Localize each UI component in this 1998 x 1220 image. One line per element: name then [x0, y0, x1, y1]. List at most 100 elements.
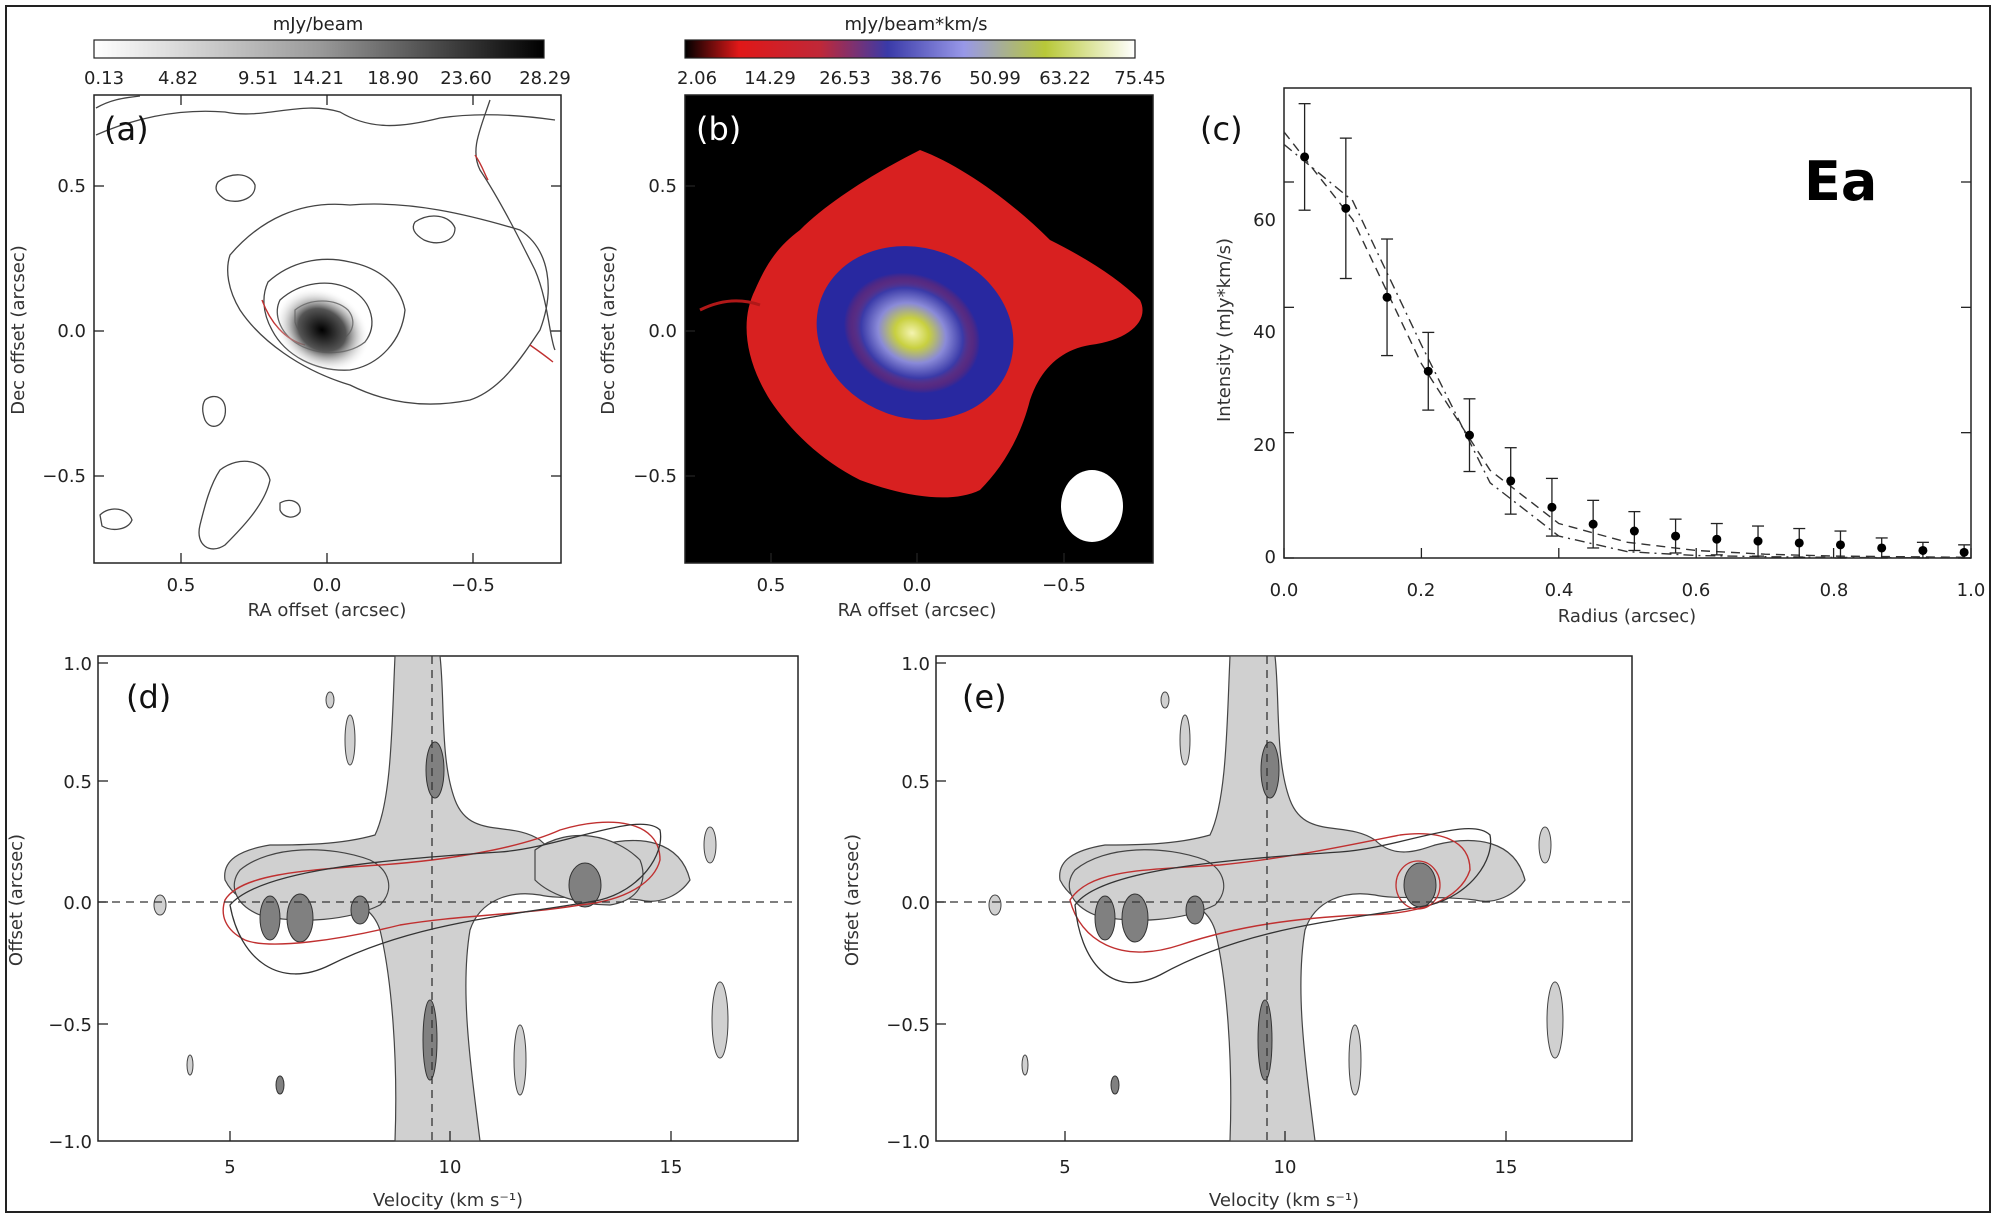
x-tick-c: 0.8 [1820, 580, 1849, 601]
data-point [1959, 547, 1969, 557]
x-tick-e: 5 [1059, 1157, 1070, 1178]
panel-d: (d) 5 10 15 1.0 0.5 0.0 −0.5 −1.0 Veloci… [6, 654, 799, 1211]
y-tick-d: 0.0 [63, 893, 92, 914]
y-tick-d: 1.0 [63, 654, 92, 675]
panel-e: (e) 5 10 15 1.0 0.5 0.0 −0.5 −1.0 Veloci… [842, 654, 1633, 1211]
panel-d-label: (d) [126, 678, 171, 716]
colorbar-a-tick: 0.13 [84, 68, 124, 89]
colorbar-a-tick: 4.82 [158, 68, 198, 89]
y-label-b: Dec offset (arcsec) [598, 245, 619, 415]
colorbar-b-tick: 14.29 [744, 68, 796, 89]
model-curve-dashed [1283, 131, 1972, 559]
core-a [274, 287, 370, 373]
y-tick-e: −0.5 [886, 1015, 930, 1036]
x-tick-a: 0.5 [167, 575, 196, 596]
colorbar-b-tick: 75.45 [1114, 68, 1166, 89]
y-tick-d: −1.0 [48, 1132, 92, 1153]
colorbar-a [93, 39, 545, 59]
data-points-c [1298, 103, 1971, 559]
data-point [1464, 430, 1474, 440]
x-tick-c: 1.0 [1957, 580, 1986, 601]
pv-model-d [222, 821, 662, 975]
y-tick-c: 60 [1253, 210, 1276, 231]
data-point [1588, 519, 1598, 529]
data-point [1671, 531, 1681, 541]
x-tick-c: 0.6 [1682, 580, 1711, 601]
panel-a: mJy/beam 0.13 4.82 9.51 14.21 18.90 23.6… [8, 14, 571, 621]
colorbar-b-tick: 2.06 [677, 68, 717, 89]
data-point [1712, 534, 1722, 544]
panel-e-label: (e) [962, 678, 1007, 716]
x-tick-c: 0.0 [1270, 580, 1299, 601]
data-point [1547, 502, 1557, 512]
x-label-d: Velocity (km s⁻¹) [373, 1190, 523, 1211]
data-point [1423, 366, 1433, 376]
model-curves-c [1283, 131, 1972, 559]
colorbar-b-ticks: 2.06 14.29 26.53 38.76 50.99 63.22 75.45 [677, 68, 1166, 89]
y-tick-e: −1.0 [886, 1132, 930, 1153]
colorbar-a-tick: 14.21 [292, 68, 344, 89]
emission-b-wisp [699, 299, 761, 312]
panel-a-label: (a) [104, 110, 149, 148]
y-tick-c: 0 [1265, 547, 1276, 568]
colorbar-a-tick: 23.60 [440, 68, 492, 89]
data-point [1341, 203, 1351, 213]
x-tick-e: 10 [1274, 1157, 1297, 1178]
axis-ticks-a [94, 95, 561, 563]
axis-ticks-e [936, 662, 1507, 1141]
x-tick-c: 0.4 [1545, 580, 1574, 601]
x-label-b: RA offset (arcsec) [838, 600, 997, 621]
y-label-e: Offset (arcsec) [842, 834, 863, 966]
x-tick-e: 15 [1495, 1157, 1518, 1178]
x-tick-d: 15 [660, 1157, 683, 1178]
data-point [1506, 476, 1516, 486]
colorbar-a-tick: 28.29 [519, 68, 571, 89]
x-tick-a: 0.0 [313, 575, 342, 596]
x-tick-b: 0.5 [757, 575, 786, 596]
y-tick-e: 0.0 [901, 893, 930, 914]
data-point [1753, 536, 1763, 546]
colorbar-a-title: mJy/beam [273, 14, 364, 35]
panel-b: mJy/beam*km/s 2.06 14.29 26.53 38.76 50.… [598, 14, 1166, 621]
colorbar-a-tick: 9.51 [238, 68, 278, 89]
data-point [1877, 543, 1887, 553]
source-name-annotation: Ea [1804, 150, 1877, 213]
y-tick-c: 20 [1253, 435, 1276, 456]
colorbar-b-title: mJy/beam*km/s [844, 14, 987, 35]
x-tick-d: 10 [439, 1157, 462, 1178]
y-tick-a: 0.5 [57, 176, 86, 197]
y-tick-a: 0.0 [57, 321, 86, 342]
y-tick-b: −0.5 [633, 466, 677, 487]
panel-c: (c) Ea 0.0 0.2 0.4 0.6 0.8 1.0 0 20 40 6… [1200, 87, 1986, 627]
y-tick-b: 0.0 [648, 321, 677, 342]
y-tick-a: −0.5 [42, 466, 86, 487]
x-label-c: Radius (arcsec) [1558, 606, 1696, 627]
x-label-e: Velocity (km s⁻¹) [1209, 1190, 1359, 1211]
colorbar-a-tick: 18.90 [367, 68, 419, 89]
y-tick-e: 0.5 [901, 772, 930, 793]
colorbar-b-tick: 63.22 [1039, 68, 1091, 89]
colorbar-b [684, 39, 1136, 59]
y-label-d: Offset (arcsec) [6, 834, 27, 966]
beam-ellipse [1061, 470, 1123, 542]
data-point [1382, 292, 1392, 302]
y-tick-e: 1.0 [901, 654, 930, 675]
y-tick-c: 40 [1253, 322, 1276, 343]
y-tick-d: 0.5 [63, 772, 92, 793]
x-label-a: RA offset (arcsec) [248, 600, 407, 621]
colorbar-a-ticks: 0.13 4.82 9.51 14.21 18.90 23.60 28.29 [84, 68, 571, 89]
colorbar-b-tick: 50.99 [969, 68, 1021, 89]
data-point [1300, 152, 1310, 162]
y-label-c: Intensity (mJy*km/s) [1214, 238, 1235, 422]
pv-model-e [1069, 827, 1492, 984]
plot-area-c [1283, 87, 1972, 559]
x-tick-b: −0.5 [1042, 575, 1086, 596]
panel-c-label: (c) [1200, 110, 1243, 148]
y-tick-d: −0.5 [48, 1015, 92, 1036]
colorbar-b-tick: 38.76 [890, 68, 942, 89]
panel-b-label: (b) [696, 110, 741, 148]
emission-b-core [843, 272, 981, 394]
model-curve-dash-dot [1283, 143, 1972, 559]
x-tick-b: 0.0 [903, 575, 932, 596]
